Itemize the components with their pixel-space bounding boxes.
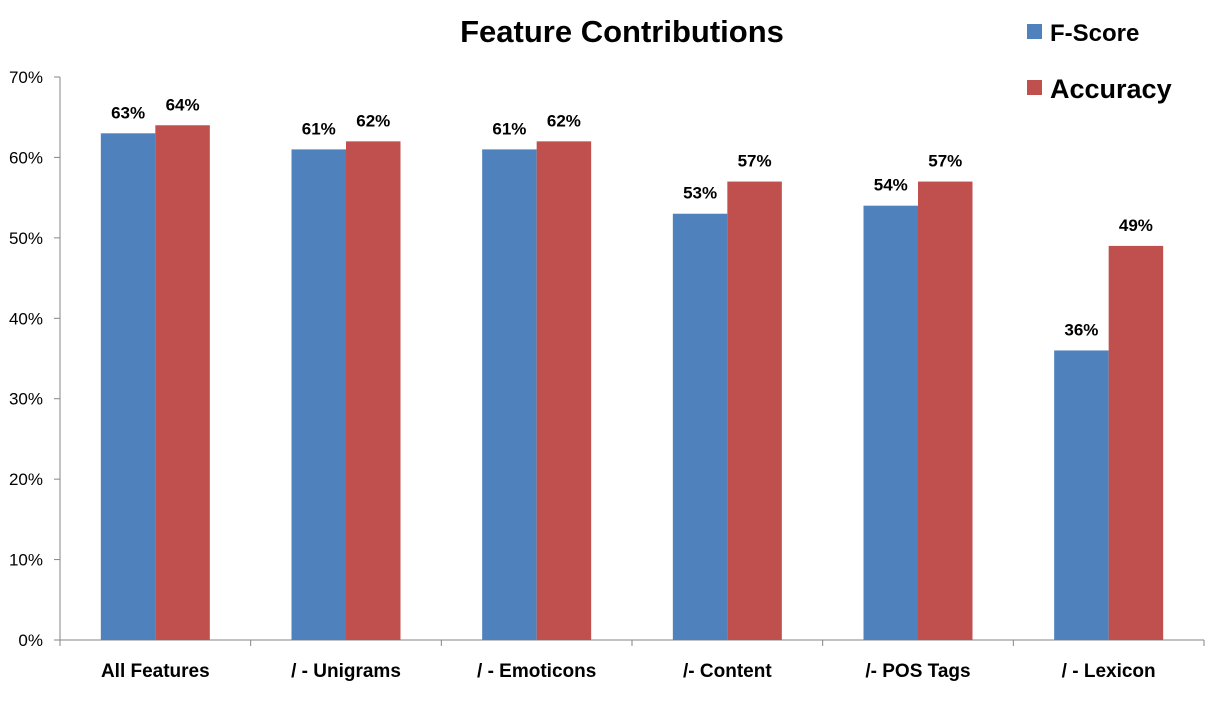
legend-label-f-score: F-Score xyxy=(1050,20,1139,47)
data-label: 53% xyxy=(683,184,717,203)
bar-f-score xyxy=(672,213,728,640)
data-label: 36% xyxy=(1064,320,1098,339)
bar-accuracy xyxy=(536,141,592,641)
bar-accuracy xyxy=(346,141,401,641)
y-tick-label: 50% xyxy=(9,229,43,248)
y-tick-label: 70% xyxy=(9,68,43,87)
x-tick-label: / - Unigrams xyxy=(291,661,401,682)
bar-f-score xyxy=(100,133,156,641)
data-label: 49% xyxy=(1119,216,1153,235)
data-label: 61% xyxy=(492,119,526,138)
bar-accuracy xyxy=(155,125,210,640)
bar-accuracy xyxy=(727,181,782,641)
x-tick-label: /- POS Tags xyxy=(865,661,970,682)
legend-swatch-accuracy xyxy=(1027,80,1042,95)
bars xyxy=(100,125,1164,641)
x-tick-label: / - Emoticons xyxy=(477,661,596,682)
bar-f-score xyxy=(482,149,537,640)
y-tick-label: 60% xyxy=(9,148,43,167)
bar-accuracy xyxy=(1108,245,1164,640)
y-tick-label: 40% xyxy=(9,309,43,328)
bar-f-score xyxy=(291,149,346,640)
y-tick-label: 20% xyxy=(9,470,43,489)
y-tick-label: 0% xyxy=(18,631,43,650)
x-axis: All Features / - Unigrams / - Emoticons /- … xyxy=(59,639,1205,682)
data-label: 54% xyxy=(874,176,908,195)
x-tick-label: All Features xyxy=(101,661,210,682)
y-tick-label: 10% xyxy=(9,551,43,570)
legend: F-Score Accuracy xyxy=(1027,20,1172,104)
y-axis: 0% 10% 20% 30% 40% 50% 60% 70% xyxy=(9,68,61,650)
bar-f-score xyxy=(1054,350,1109,640)
y-tick-label: 30% xyxy=(9,390,43,409)
data-label: 57% xyxy=(928,152,962,171)
data-label: 57% xyxy=(738,152,772,171)
bar-f-score xyxy=(863,205,918,640)
x-tick-label: / - Lexicon xyxy=(1062,661,1156,682)
data-label: 61% xyxy=(302,119,336,138)
legend-label-accuracy: Accuracy xyxy=(1050,74,1172,104)
data-label: 63% xyxy=(111,103,145,122)
data-labels: 63% 64% 61% 62% 61% 62% 53% 57% 54% 57% 36% 49% xyxy=(111,95,1153,339)
data-label: 62% xyxy=(356,111,390,130)
chart-title: Feature Contributions xyxy=(460,14,784,49)
data-label: 62% xyxy=(547,111,581,130)
legend-swatch-f-score xyxy=(1027,24,1042,39)
data-label: 64% xyxy=(166,95,200,114)
x-tick-label: /- Content xyxy=(683,661,772,682)
bar-accuracy xyxy=(918,181,973,641)
